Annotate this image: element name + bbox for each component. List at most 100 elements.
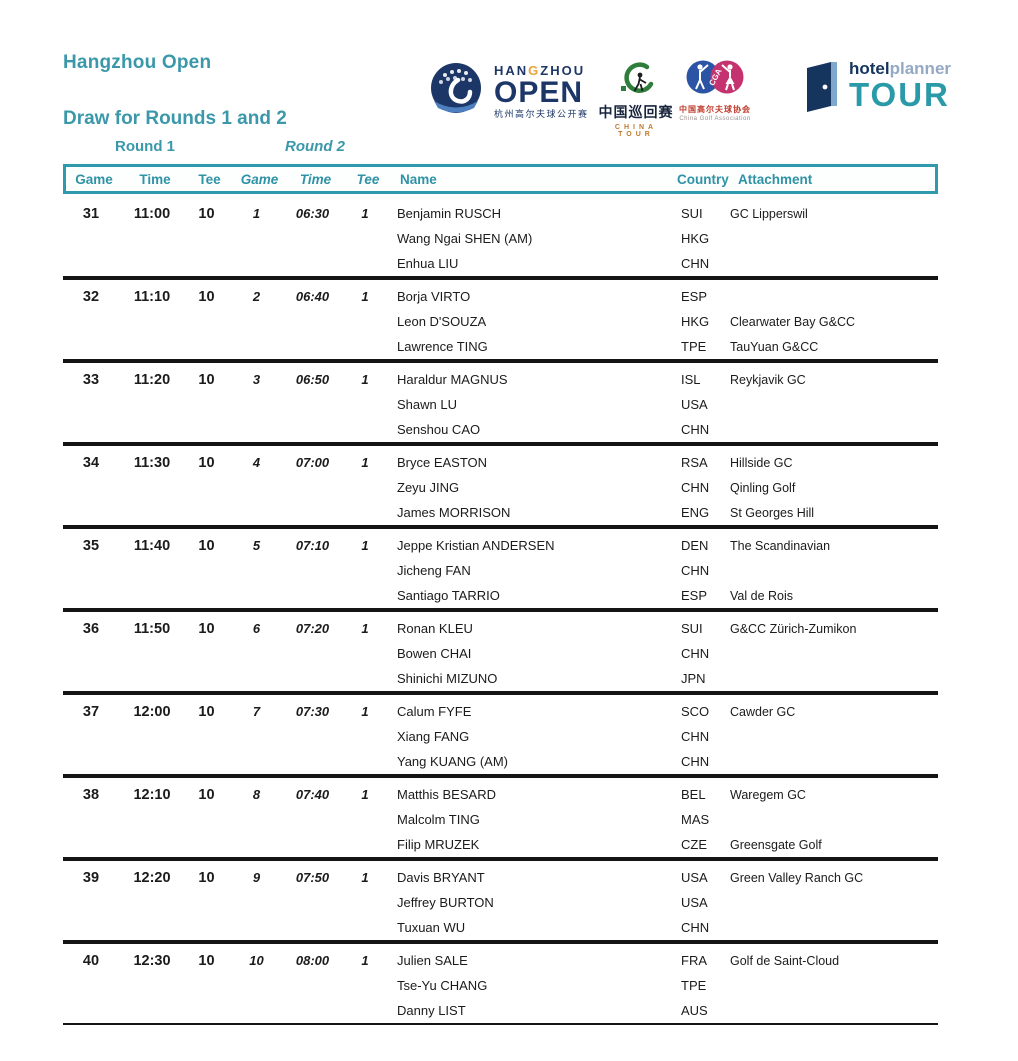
player-country: TPE	[681, 339, 707, 354]
col-header-round1-time: Time	[139, 171, 171, 187]
round1-time: 11:10	[133, 288, 171, 305]
player-row: Lawrence TING TPE TauYuan G&CC	[63, 334, 938, 359]
col-header-name: Name	[400, 171, 437, 187]
player-attachment: Val de Rois	[730, 588, 793, 603]
hotelplanner-wordmark: hotelplanner TOUR	[849, 60, 951, 111]
page-subtitle: Draw for Rounds 1 and 2	[63, 108, 287, 129]
hangzhou-open-wordmark: HANGZHOU OPEN 杭州高尔夫球公开赛	[494, 64, 589, 119]
player-country: CHN	[681, 729, 710, 744]
player-name: Xiang FANG	[397, 729, 470, 744]
round2-game-number: 9	[252, 870, 261, 885]
round1-game-number: 32	[82, 288, 100, 305]
player-country: USA	[681, 895, 708, 910]
round1-time: 12:20	[133, 869, 171, 886]
draw-table: Game Time Tee Game Time Tee Name Country…	[63, 164, 938, 1025]
player-name: Shinichi MIZUNO	[397, 671, 498, 686]
player-row: 38 12:10 10 8 07:40 1 Matthis BESARD BEL Waregem…	[63, 782, 938, 807]
round1-time: 12:00	[133, 703, 171, 720]
round2-game-number: 1	[252, 206, 261, 221]
player-row: 35 11:40 10 5 07:10 1 Jeppe Kristian ANDERSEN D…	[63, 533, 938, 558]
round1-label: Round 1	[115, 138, 175, 155]
round2-game-number: 7	[252, 704, 261, 719]
round1-tee: 10	[198, 786, 215, 803]
player-name: Tse-Yu CHANG	[397, 978, 488, 993]
round1-time: 11:00	[133, 205, 171, 222]
player-name: James MORRISON	[397, 505, 511, 520]
player-country: ESP	[681, 289, 708, 304]
golf-ball-icon	[428, 60, 486, 123]
hp-hotel: hotel	[849, 59, 890, 78]
round2-time: 06:40	[295, 289, 330, 304]
player-row: Tuxuan WU CHN	[63, 915, 938, 940]
player-country: HKG	[681, 314, 710, 329]
pairing-group: 37 12:00 10 7 07:30 1 Calum FYFE SCO Cawder GC Xi…	[63, 695, 938, 778]
player-row: 31 11:00 10 1 06:30 1 Benjamin RUSCH SUI GC Lipp…	[63, 201, 938, 226]
china-tour-chinese: 中国巡回赛	[598, 104, 674, 120]
player-country: USA	[681, 397, 708, 412]
player-name: Yang KUANG (AM)	[397, 754, 509, 769]
player-row: Jeffrey BURTON USA	[63, 890, 938, 915]
player-row: 33 11:20 10 3 06:50 1 Haraldur MAGNUS ISL Reykja…	[63, 367, 938, 392]
round2-tee: 1	[361, 289, 369, 304]
player-row: Santiago TARRIO ESP Val de Rois	[63, 583, 938, 608]
pairing-group: 35 11:40 10 5 07:10 1 Jeppe Kristian ANDERSEN D…	[63, 529, 938, 612]
hz-han: HAN	[494, 63, 529, 78]
player-country: SCO	[681, 704, 710, 719]
player-name: Lawrence TING	[397, 339, 488, 354]
player-attachment: Hillside GC	[730, 455, 793, 470]
col-header-round2-game: Game	[240, 171, 279, 187]
player-row: Leon D'SOUZA HKG Clearwater Bay G&CC	[63, 309, 938, 334]
pairing-group: 39 12:20 10 9 07:50 1 Davis BRYANT USA Green Val…	[63, 861, 938, 944]
player-country: ESP	[681, 588, 708, 603]
player-row: Malcolm TING MAS	[63, 807, 938, 832]
player-name: Jicheng FAN	[397, 563, 471, 578]
player-country: BEL	[681, 787, 706, 802]
round1-game-number: 33	[82, 371, 100, 388]
pairing-group: 33 11:20 10 3 06:50 1 Haraldur MAGNUS ISL Reykja…	[63, 363, 938, 446]
round1-tee: 10	[198, 205, 215, 222]
player-row: Wang Ngai SHEN (AM) HKG	[63, 226, 938, 251]
round2-game-number: 8	[252, 787, 261, 802]
player-country: JPN	[681, 671, 706, 686]
cga-logo: CGA 中国高尔夫球协会 China Golf Association	[676, 58, 754, 122]
player-name: Benjamin RUSCH	[397, 206, 502, 221]
player-country: RSA	[681, 455, 708, 470]
round1-tee: 10	[198, 952, 215, 969]
round2-tee: 1	[361, 621, 369, 636]
page-title: Hangzhou Open	[63, 52, 212, 73]
col-header-round2-tee: Tee	[356, 171, 380, 187]
col-header-round2-time: Time	[299, 171, 332, 187]
player-name: Shawn LU	[397, 397, 457, 412]
player-attachment: St Georges Hill	[730, 505, 815, 520]
player-name: Jeffrey BURTON	[397, 895, 494, 910]
player-country: USA	[681, 870, 708, 885]
round2-tee: 1	[361, 372, 369, 387]
player-name: Malcolm TING	[397, 812, 480, 827]
round1-time: 12:10	[133, 786, 171, 803]
player-row: Enhua LIU CHN	[63, 251, 938, 276]
player-name: Santiago TARRIO	[397, 588, 500, 603]
pairing-group: 36 11:50 10 6 07:20 1 Ronan KLEU SUI G&CC Zürich…	[63, 612, 938, 695]
hz-g: G	[528, 63, 541, 78]
hangzhou-open-logo: HANGZHOU OPEN 杭州高尔夫球公开赛	[428, 60, 589, 123]
player-row: 32 11:10 10 2 06:40 1 Borja VIRTO ESP	[63, 284, 938, 309]
player-name: Haraldur MAGNUS	[397, 372, 508, 387]
player-country: DEN	[681, 538, 709, 553]
player-country: CZE	[681, 837, 707, 852]
round2-time: 08:00	[295, 953, 330, 968]
round2-game-number: 6	[252, 621, 261, 636]
round1-tee: 10	[198, 288, 215, 305]
round2-tee: 1	[361, 787, 369, 802]
player-attachment: Qinling Golf	[730, 480, 796, 495]
player-name: Leon D'SOUZA	[397, 314, 487, 329]
player-name: Borja VIRTO	[397, 289, 471, 304]
china-tour-english: CHINA TOUR	[614, 124, 658, 138]
player-country: CHN	[681, 646, 710, 661]
round1-game-number: 31	[82, 205, 100, 222]
player-attachment: Green Valley Ranch GC	[730, 870, 864, 885]
hp-tour: TOUR	[849, 76, 950, 113]
player-country: CHN	[681, 480, 710, 495]
round2-time: 06:30	[295, 206, 330, 221]
player-attachment: G&CC Zürich-Zumikon	[730, 621, 857, 636]
draw-table-body: 31 11:00 10 1 06:30 1 Benjamin RUSCH SUI GC Lipp…	[63, 197, 938, 1025]
